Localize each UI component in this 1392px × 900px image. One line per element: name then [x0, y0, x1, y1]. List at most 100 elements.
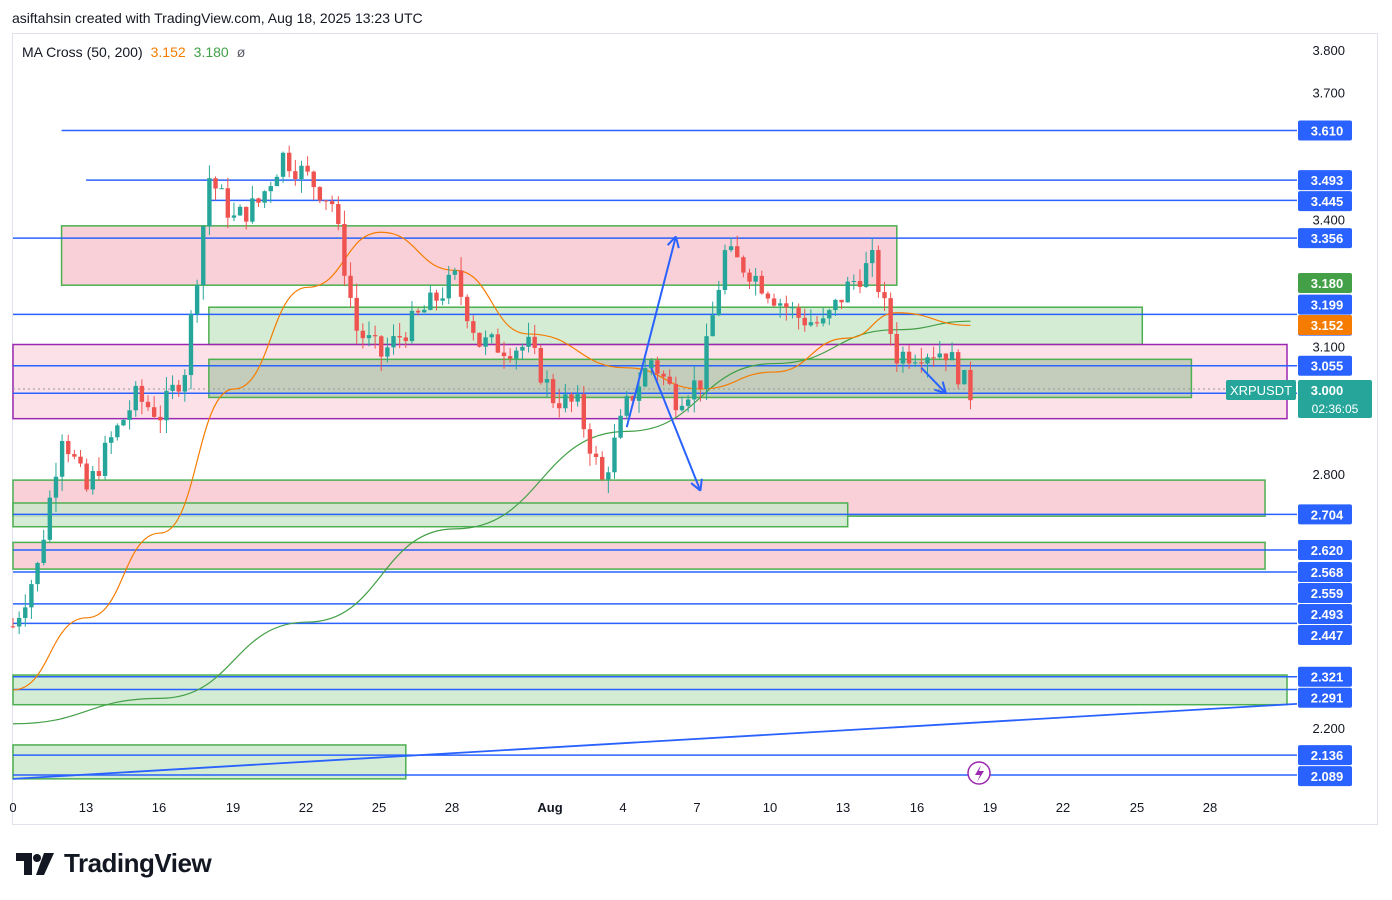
candle-body: [274, 176, 280, 187]
level-tag: 2.620: [1311, 543, 1344, 558]
zone-pink: [60, 225, 898, 286]
level-tag: 3.445: [1311, 194, 1344, 209]
level-tag-bg: [1298, 562, 1352, 583]
candle-body: [581, 394, 586, 430]
candle-body: [716, 290, 722, 316]
candle-body: [329, 201, 335, 205]
candle-body: [833, 299, 838, 311]
last-price-tag-bg: [1298, 380, 1372, 418]
candle-body: [139, 385, 145, 402]
candle-body: [133, 385, 138, 411]
candle-body: [434, 292, 439, 301]
x-tick-label: 13: [836, 800, 850, 815]
candle-body: [422, 309, 427, 313]
tradingview-logo[interactable]: TradingView: [16, 848, 212, 879]
candle-body: [158, 416, 163, 421]
candle-body: [636, 386, 642, 401]
candle-body: [606, 472, 611, 480]
candle-body: [471, 321, 476, 333]
candle-body: [188, 314, 194, 376]
level-tag: 2.136: [1311, 748, 1344, 763]
candle-body: [501, 352, 507, 357]
candle-body: [882, 292, 887, 299]
zone-pink: [12, 541, 1266, 570]
candle-body: [379, 336, 384, 357]
candle-body: [219, 188, 224, 190]
tradingview-logo-text: TradingView: [64, 848, 212, 878]
x-tick-label: 16: [910, 800, 924, 815]
candle-body: [385, 347, 390, 357]
candle-body: [102, 442, 108, 476]
y-tick-label: 2.200: [1312, 721, 1345, 736]
candle-body: [600, 456, 605, 480]
candle-body: [851, 281, 857, 283]
candle-body: [66, 441, 71, 455]
candles-layer: [10, 145, 973, 635]
candle-body: [35, 562, 40, 585]
ma200-tag: 3.180: [1311, 276, 1344, 291]
candle-body: [115, 425, 120, 438]
candle-body: [526, 336, 531, 347]
level-tag-bg: [1298, 666, 1352, 687]
candle-body: [642, 368, 648, 387]
candle-body: [777, 303, 783, 306]
candle-body: [47, 497, 53, 540]
candle-body: [808, 322, 814, 326]
candle-body: [323, 200, 329, 202]
candle-body: [655, 360, 660, 374]
level-tag-bg: [1298, 170, 1352, 191]
ma200-line: [12, 320, 971, 725]
level-tag: 2.089: [1311, 769, 1344, 784]
candle-body: [949, 352, 955, 361]
candle-body: [624, 396, 629, 416]
indicator-legend[interactable]: MA Cross (50, 200) 3.152 3.180 ø: [22, 44, 245, 60]
level-tag-bg: [1298, 687, 1352, 708]
candle-body: [458, 270, 464, 297]
last-price-tag: 3.000: [1311, 383, 1344, 398]
candle-body: [483, 337, 488, 347]
candle-body: [796, 307, 801, 318]
candle-body: [360, 330, 366, 339]
symbol-tag-bg: [1226, 380, 1296, 400]
level-tag: 2.568: [1311, 565, 1344, 580]
candle-body: [41, 539, 46, 563]
candle-body: [827, 310, 832, 319]
candle-body: [532, 336, 537, 348]
candle-body: [937, 353, 942, 358]
candle-body: [931, 357, 936, 359]
candle-body: [888, 298, 893, 334]
candle-body: [894, 333, 899, 364]
level-tag: 3.055: [1311, 359, 1344, 374]
candle-body: [354, 297, 359, 331]
candle-body: [293, 171, 298, 180]
candle-body: [538, 347, 544, 383]
candle-body: [630, 396, 636, 401]
indicator-symbol-icon[interactable]: ø: [236, 44, 246, 60]
candle-body: [692, 380, 697, 400]
candle-body: [575, 394, 580, 402]
axis-layer: 3.800 3.700 3.400 3.100 2.800 2.200 3.610 3.493…: [9, 43, 1372, 815]
level-tag: 3.356: [1311, 231, 1344, 246]
candle-body: [348, 275, 353, 298]
candle-body: [661, 373, 666, 377]
candle-body: [550, 379, 556, 404]
tradingview-logo-icon: [16, 852, 54, 875]
level-tag-bg: [1298, 766, 1352, 787]
x-tick-label: 22: [1056, 800, 1070, 815]
candle-body: [925, 357, 930, 364]
arrow-head: [699, 478, 703, 491]
drawings-layer: [625, 235, 947, 492]
candle-body: [409, 310, 415, 342]
candle-body: [96, 471, 102, 476]
arrow-head: [666, 235, 677, 246]
candle-body: [231, 215, 237, 218]
level-tag-bg: [1298, 745, 1352, 766]
candle-body: [557, 403, 562, 409]
candle-body: [109, 437, 114, 443]
ma50-tag-bg: [1298, 315, 1352, 335]
indicator-label: MA Cross (50, 200): [22, 44, 143, 60]
levels-layer: [12, 129, 1298, 780]
level-tag-bg: [1298, 228, 1352, 249]
x-tick-label: 25: [372, 800, 386, 815]
